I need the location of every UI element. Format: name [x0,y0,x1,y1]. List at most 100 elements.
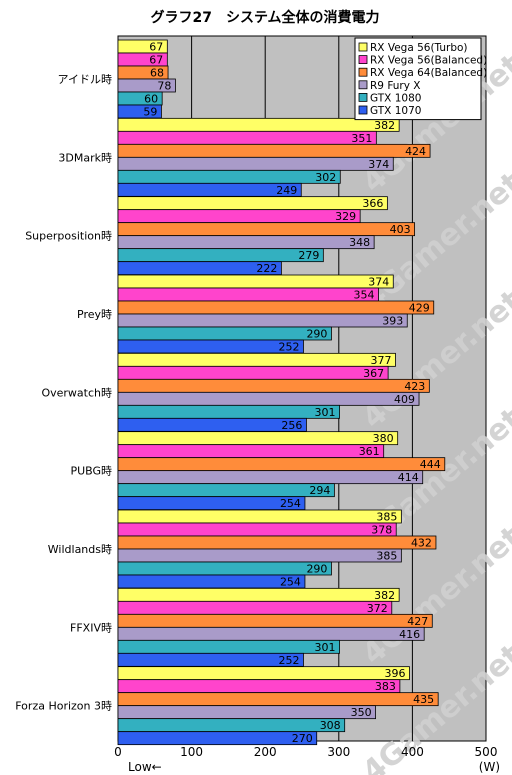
bar [117,483,335,498]
category-label: Wildlands時 [48,543,112,556]
category-label: Forza Horizon 3時 [15,700,112,713]
bar-value-label: 383 [375,680,396,693]
bar-value-label: 270 [292,732,313,745]
bar-value-label: 68 [150,67,164,80]
bar-value-label: 416 [399,628,420,641]
bar [117,391,420,406]
bar-value-label: 382 [374,589,395,602]
bar [117,117,400,132]
bar-value-label: 374 [368,276,389,289]
bar-value-label: 367 [363,367,384,380]
bar-value-label: 377 [370,354,391,367]
legend-label: RX Vega 64(Balanced) [370,67,487,79]
bar-value-label: 374 [368,158,389,171]
bar-value-label: 67 [149,54,163,67]
bar-value-label: 444 [420,458,441,471]
bar-value-label: 432 [411,537,432,550]
legend-swatch [358,105,368,115]
bar [117,496,306,511]
category-label: Prey時 [77,308,112,321]
category-label: Overwatch時 [41,386,112,399]
bar-value-label: 435 [413,693,434,706]
bar-value-label: 414 [398,471,419,484]
legend-box [354,37,482,121]
bar [117,417,307,432]
x-tick-label: 200 [254,745,277,759]
bar-value-label: 301 [315,641,336,654]
bar [117,679,401,694]
bar-value-label: 290 [306,563,327,576]
bar [117,209,361,224]
legend-swatch [358,55,368,64]
bar [117,731,318,746]
bar [117,444,385,459]
bar [117,352,396,367]
bar [117,600,393,615]
bar [117,326,332,341]
bar [117,522,397,537]
bar [117,339,304,354]
bar [117,130,377,145]
category-label: アイドル時 [58,73,112,86]
bar-value-label: 294 [309,484,330,497]
legend-label: GTX 1080 [370,92,421,104]
bar-value-label: 252 [278,341,299,354]
bar [117,182,302,197]
bar-value-label: 403 [390,223,411,236]
x-axis-unit-label: (W) [479,760,500,774]
bar [117,626,425,641]
legend-swatch [358,80,368,90]
bar-value-label: 302 [315,171,336,184]
bar-value-label: 78 [157,80,171,93]
bar [117,169,341,184]
bar-value-label: 348 [349,236,370,249]
bar-value-label: 290 [306,328,327,341]
bar [117,652,304,667]
legend-swatch [358,67,368,77]
bar [117,535,437,550]
category-label: FFXIV時 [70,621,112,634]
bar [117,574,306,589]
bar-value-label: 350 [351,706,372,719]
bar [117,378,430,393]
bar-value-label: 351 [351,132,372,145]
bar [117,548,402,563]
x-axis-low-label: Low← [128,760,162,774]
bar [117,561,332,576]
legend-swatch [358,42,368,52]
bar [117,235,375,250]
bar-value-label: 393 [382,315,403,328]
bar-value-label: 254 [280,576,301,589]
bar-value-label: 396 [384,667,405,680]
bar [117,470,424,485]
bar-value-label: 424 [405,145,426,158]
bar [117,313,408,328]
bar [117,274,394,289]
bar [117,639,340,654]
bar [117,365,389,380]
chart-title: グラフ27 システム全体の消費電力 [150,9,379,26]
bar-value-label: 429 [409,302,430,315]
bar [117,509,402,524]
bar [117,457,446,472]
category-label: PUBG時 [70,465,112,478]
bar-value-label: 380 [373,432,394,445]
bar-value-label: 354 [354,289,375,302]
bar-value-label: 59 [143,106,157,119]
bar-value-label: 385 [376,550,397,563]
bar-value-label: 385 [376,511,397,524]
bar [117,248,324,263]
bar [117,222,416,237]
category-label: Superposition時 [25,230,112,243]
bar-value-label: 279 [298,249,319,262]
bar-value-label: 308 [320,719,341,732]
bar-value-label: 366 [362,197,383,210]
bar-value-label: 378 [371,524,392,537]
bar-value-label: 301 [315,406,336,419]
bar-value-label: 427 [407,615,428,628]
legend-label: R9 Fury X [370,80,421,92]
bar [117,718,346,733]
bar [117,156,394,171]
bar-value-label: 252 [278,654,299,667]
